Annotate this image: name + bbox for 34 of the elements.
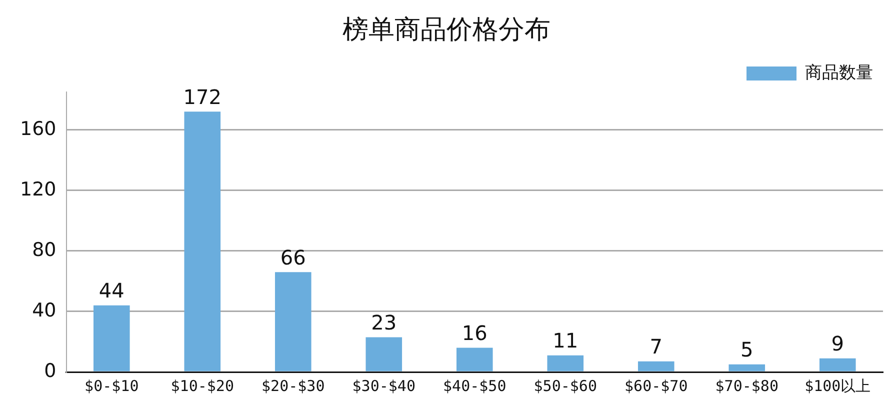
data-label: 11 <box>552 328 578 353</box>
bar <box>93 305 130 372</box>
data-label: 9 <box>831 332 844 356</box>
y-tick-label: 120 <box>20 178 56 200</box>
bar <box>638 361 674 372</box>
x-tick-label: $60-$70 <box>624 376 688 395</box>
data-label: 44 <box>98 278 124 303</box>
x-tick-label: $100以上 <box>804 376 871 395</box>
x-tick-label: $70-$80 <box>715 376 778 395</box>
x-tick-label: $30-$40 <box>352 376 416 395</box>
bar <box>547 355 584 372</box>
data-label: 7 <box>650 334 662 359</box>
y-tick-label: 0 <box>44 360 56 382</box>
x-tick-label: $10-$20 <box>170 376 234 395</box>
chart-title: 榜单商品价格分布 <box>342 14 552 47</box>
bar <box>728 364 766 372</box>
bar <box>366 337 402 372</box>
bar <box>274 272 312 372</box>
y-tick-label: 40 <box>32 299 56 322</box>
data-label: 172 <box>183 84 222 109</box>
bar <box>456 348 493 372</box>
x-tick-label: $50-$60 <box>534 376 597 395</box>
data-label: 23 <box>371 310 397 334</box>
data-label: 66 <box>280 245 306 270</box>
bar <box>184 112 221 372</box>
y-tick-label: 160 <box>20 118 56 140</box>
bar <box>819 358 856 372</box>
data-label: 16 <box>462 320 488 345</box>
data-label: 5 <box>740 338 754 362</box>
x-tick-label: $40-$50 <box>443 376 506 395</box>
x-tick-label: $20-$30 <box>262 376 325 395</box>
legend-label: 商品数量 <box>805 62 873 83</box>
x-tick-label: $0-$10 <box>84 376 139 395</box>
y-tick-label: 80 <box>32 238 56 261</box>
